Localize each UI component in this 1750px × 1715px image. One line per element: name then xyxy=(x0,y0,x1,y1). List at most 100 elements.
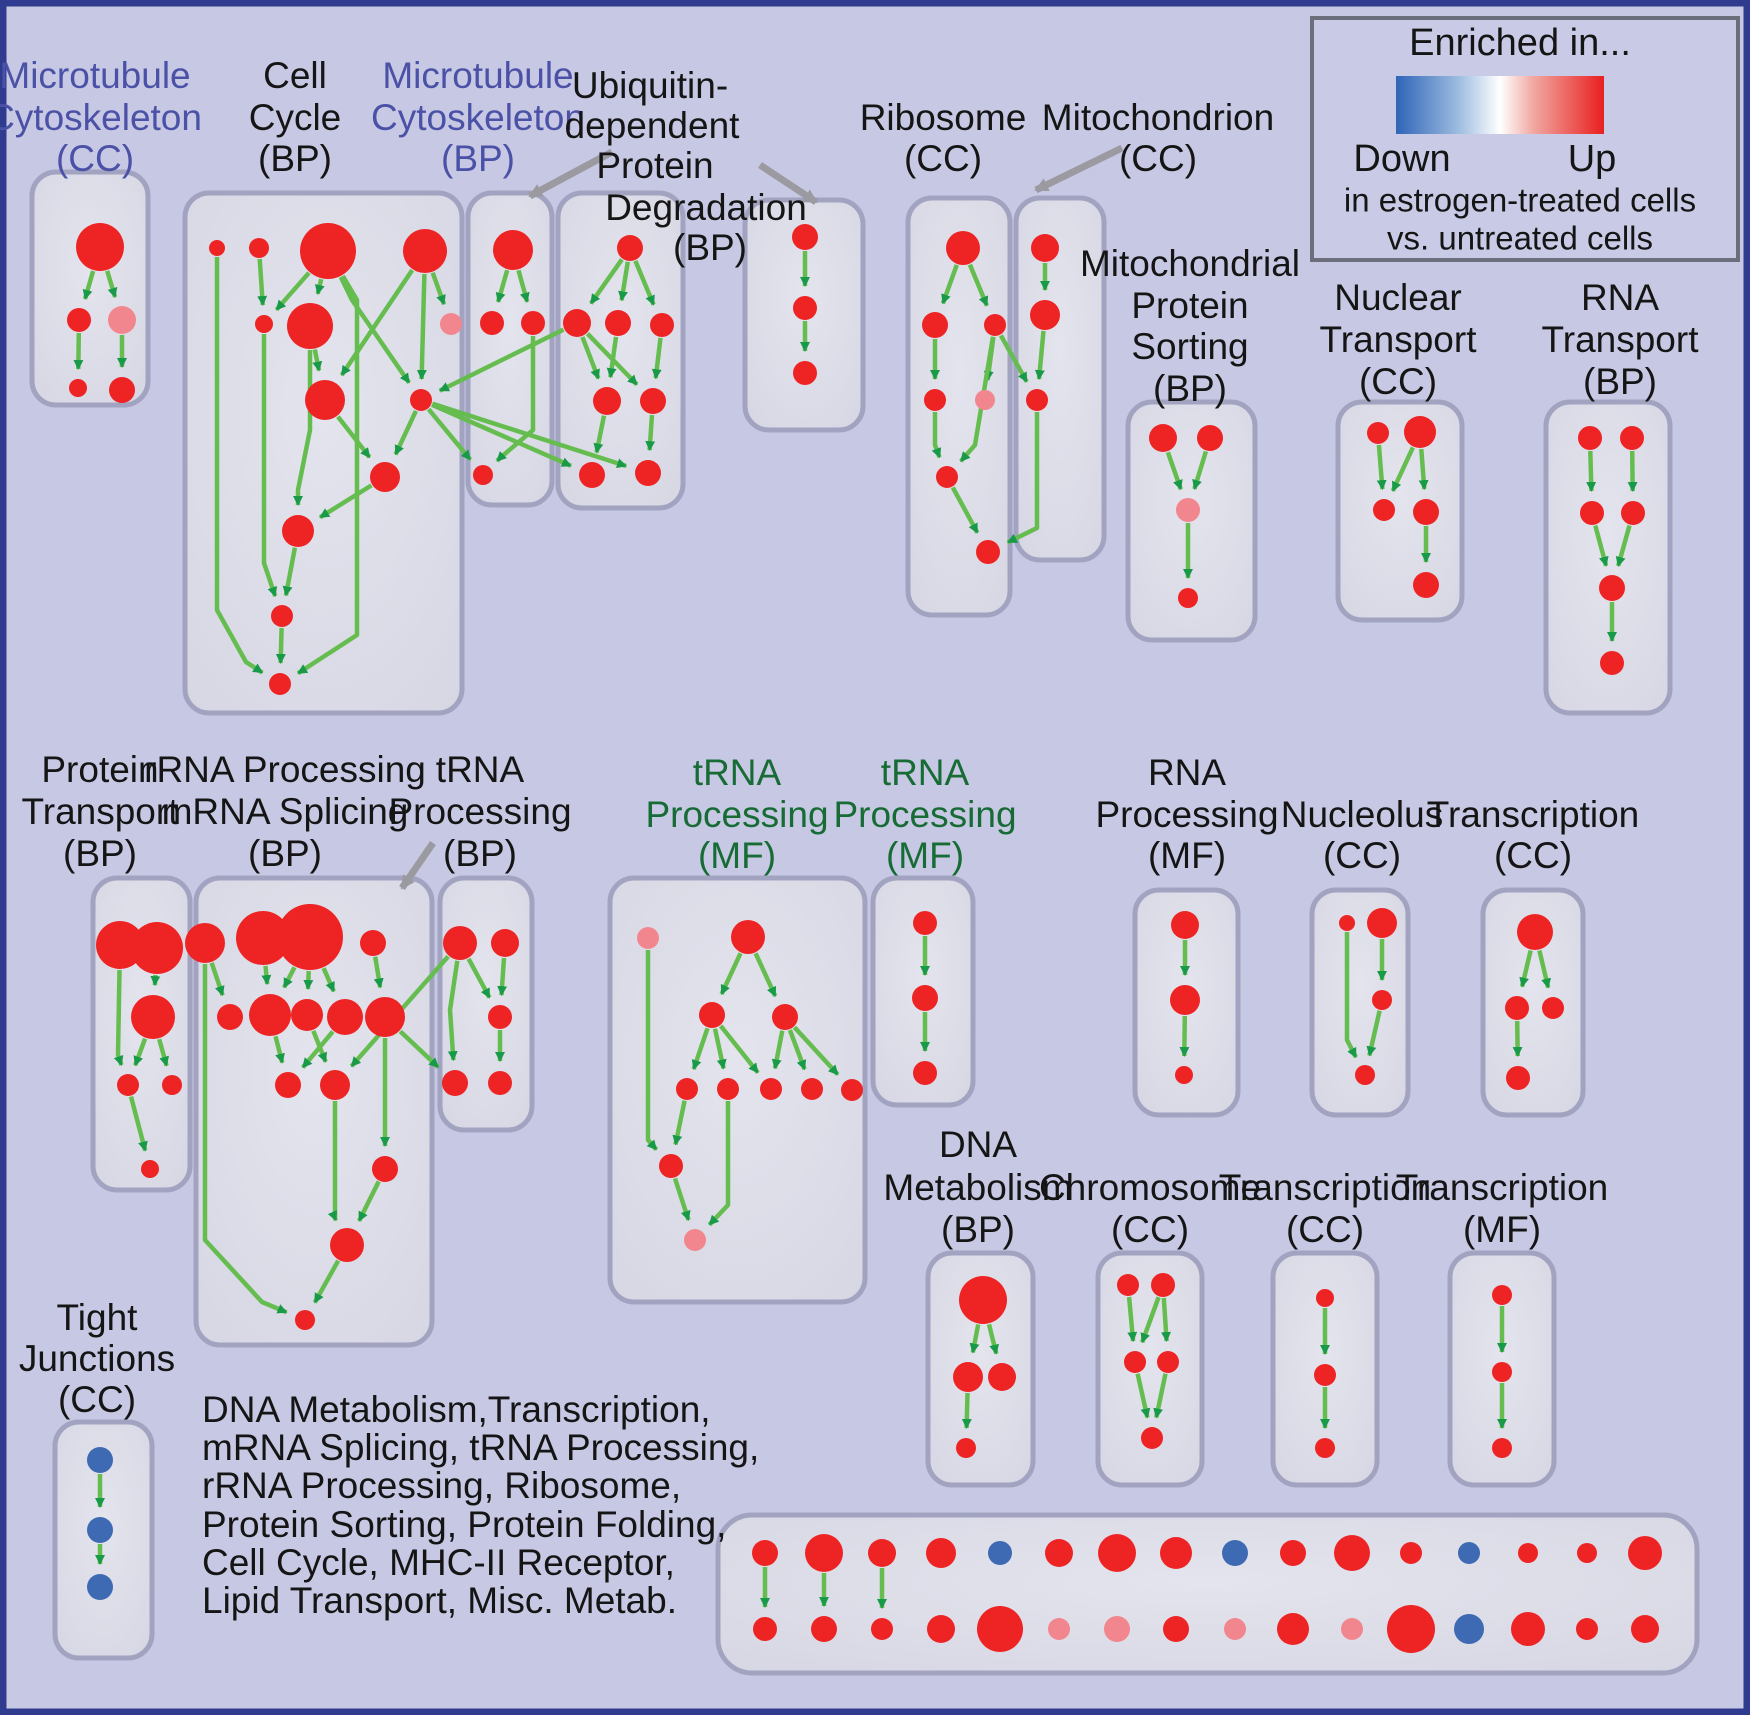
edge-protein-transport-bp-0 xyxy=(113,969,124,1067)
edge-chromosome-cc-1 xyxy=(1140,1296,1161,1344)
box-misc-terms-strip xyxy=(715,1512,1700,1676)
node-trna-processing-mf-small-0 xyxy=(913,911,937,935)
cluster-label-rrna-processing-mrna-splicing-bp-line-0: rRNA Processing xyxy=(144,749,426,790)
node-cell-cycle-bp-2 xyxy=(300,223,356,279)
node-ubiquitin-degradation-bp-1-2 xyxy=(605,310,631,336)
cluster-label-ubiquitin-degradation-bp-1-line-0: Ubiquitin- xyxy=(572,65,728,106)
cluster-label-transcription-cc-mid-line-0: Transcription xyxy=(1427,794,1639,835)
node-ubiquitin-degradation-bp-2-2 xyxy=(793,361,817,385)
node-ribosome-cc-5 xyxy=(936,466,958,488)
cluster-label-trna-processing-mf-large-line-1: Processing xyxy=(645,794,828,835)
node-trna-processing-mf-large-6 xyxy=(760,1078,782,1100)
node-cell-cycle-bp-9 xyxy=(370,462,400,492)
node-cell-cycle-bp-5 xyxy=(287,303,333,349)
node-microtubule-cytoskeleton-cc-3 xyxy=(69,379,87,397)
node-mitochondrion-cc-1 xyxy=(1030,300,1060,330)
cluster-label-protein-transport-bp-line-1: Transport xyxy=(22,791,180,832)
node-misc-terms-strip-20 xyxy=(977,1606,1023,1652)
node-rrna-processing-mrna-splicing-bp-9 xyxy=(275,1072,301,1098)
edge-cell-cycle-bp-10 xyxy=(336,415,372,459)
node-rrna-processing-mrna-splicing-bp-3 xyxy=(360,930,386,956)
node-rna-transport-bp-1 xyxy=(1620,426,1644,450)
cross-edge-6 xyxy=(398,1029,440,1069)
cluster-label-transcription-cc-bottom-line-0: Transcription xyxy=(1219,1167,1431,1208)
edge-protein-transport-bp-2 xyxy=(133,1037,148,1067)
cluster-label-rna-processing-mf-line-1: Processing xyxy=(1095,794,1278,835)
node-misc-terms-strip-15 xyxy=(1628,1536,1662,1570)
node-ribosome-cc-6 xyxy=(976,540,1000,564)
edge-ribosome-cc-1 xyxy=(967,263,989,307)
node-misc-terms-strip-2 xyxy=(868,1539,896,1567)
node-chromosome-cc-2 xyxy=(1124,1351,1146,1373)
node-trna-processing-mf-large-4 xyxy=(676,1078,698,1100)
legend-down-label: Down xyxy=(1353,138,1450,180)
cluster-label-transcription-cc-bottom-line-1: (CC) xyxy=(1286,1209,1364,1250)
edge-trna-processing-mf-large-11 xyxy=(707,1101,731,1227)
cluster-label-microtubule-cytoskeleton-cc-line-0: Microtubule xyxy=(0,55,191,96)
node-mitochondrial-protein-sorting-bp-0 xyxy=(1149,424,1177,452)
node-transcription-cc-bottom-1 xyxy=(1314,1364,1336,1386)
edge-trna-processing-mf-large-5 xyxy=(718,1024,760,1075)
node-rna-processing-mf-2 xyxy=(1175,1066,1193,1084)
cluster-label-transcription-mf-line-0: Transcription xyxy=(1396,1167,1608,1208)
node-rrna-processing-mrna-splicing-bp-1 xyxy=(236,911,290,965)
cluster-label-trna-processing-mf-large-line-2: (MF) xyxy=(698,835,776,876)
edge-rrna-processing-mrna-splicing-bp-5 xyxy=(321,967,336,993)
cluster-label-tight-junctions-cc-line-2: (CC) xyxy=(58,1379,136,1420)
misc-terms-line-1: mRNA Splicing, tRNA Processing, xyxy=(202,1427,759,1468)
node-misc-terms-strip-13 xyxy=(1518,1543,1538,1563)
cluster-label-ribosome-cc-line-1: (CC) xyxy=(904,138,982,179)
node-trna-processing-mf-large-0 xyxy=(637,927,659,949)
edge-cell-cycle-bp-7 xyxy=(339,268,415,377)
node-trna-processing-mf-large-1 xyxy=(731,920,765,954)
node-rrna-processing-mrna-splicing-bp-0 xyxy=(185,923,225,963)
node-cell-cycle-bp-1 xyxy=(249,238,269,258)
cluster-label-microtubule-cytoskeleton-bp-line-2: (BP) xyxy=(441,138,515,179)
misc-terms-line-0: DNA Metabolism,Transcription, xyxy=(202,1389,711,1430)
node-misc-terms-strip-6 xyxy=(1098,1534,1136,1572)
edge-cell-cycle-bp-12 xyxy=(318,483,373,520)
edge-mitochondrial-protein-sorting-bp-1 xyxy=(1192,450,1209,490)
node-ribosome-cc-4 xyxy=(975,390,995,410)
box-nuclear-transport-cc xyxy=(1335,399,1465,623)
misc-terms-line-4: Cell Cycle, MHC-II Receptor, xyxy=(202,1542,675,1583)
cluster-label-nucleolus-cc-line-0: Nucleolus xyxy=(1281,794,1443,835)
node-cell-cycle-bp-4 xyxy=(255,315,273,333)
edge-protein-transport-bp-4 xyxy=(128,1096,148,1152)
box-chromosome-cc xyxy=(1095,1250,1205,1488)
edge-mitochondrial-protein-sorting-bp-0 xyxy=(1165,451,1183,491)
cluster-label-microtubule-cytoskeleton-cc-line-1: Cytoskeleton xyxy=(0,97,202,138)
node-rrna-processing-mrna-splicing-bp-6 xyxy=(291,999,323,1031)
cluster-label-ubiquitin-degradation-bp-1-line-2: Protein xyxy=(596,145,713,186)
node-misc-terms-strip-17 xyxy=(811,1616,837,1642)
edge-dna-metabolism-bp-1 xyxy=(986,1323,999,1355)
misc-terms-line-2: rRNA Processing, Ribosome, xyxy=(202,1465,681,1506)
node-transcription-mf-2 xyxy=(1492,1438,1512,1458)
edge-nucleolus-cc-2 xyxy=(1366,1010,1382,1057)
edge-cell-cycle-bp-0 xyxy=(214,257,264,675)
legend-title: Enriched in... xyxy=(1409,22,1631,64)
edge-ubiquitin-degradation-bp-1-3 xyxy=(580,336,601,380)
edge-trna-processing-bp-2 xyxy=(447,960,460,1062)
node-transcription-mf-0 xyxy=(1492,1285,1512,1305)
edge-ribosome-cc-5 xyxy=(959,336,996,463)
node-ubiquitin-degradation-bp-2-0 xyxy=(792,224,818,250)
node-misc-terms-strip-27 xyxy=(1387,1605,1435,1653)
node-ubiquitin-degradation-bp-2-1 xyxy=(793,296,817,320)
node-misc-terms-strip-3 xyxy=(926,1538,956,1568)
edge-dna-metabolism-bp-0 xyxy=(969,1324,981,1354)
edge-trna-processing-mf-large-9 xyxy=(672,1100,687,1146)
cluster-label-nuclear-transport-cc-line-0: Nuclear xyxy=(1334,277,1462,318)
cluster-label-tight-junctions-cc-line-0: Tight xyxy=(57,1297,139,1338)
label-pointer-arrow-2 xyxy=(1034,144,1124,194)
box-rrna-processing-mrna-splicing-bp xyxy=(193,875,435,1348)
edge-rna-transport-bp-3 xyxy=(1615,524,1632,567)
node-rna-transport-bp-4 xyxy=(1599,575,1625,601)
edge-chromosome-cc-3 xyxy=(1135,1373,1151,1419)
cross-edge-4 xyxy=(998,334,1029,383)
node-misc-terms-strip-28 xyxy=(1454,1614,1484,1644)
node-ubiquitin-degradation-bp-1-7 xyxy=(635,460,661,486)
misc-terms-line-5: Lipid Transport, Misc. Metab. xyxy=(202,1580,677,1621)
